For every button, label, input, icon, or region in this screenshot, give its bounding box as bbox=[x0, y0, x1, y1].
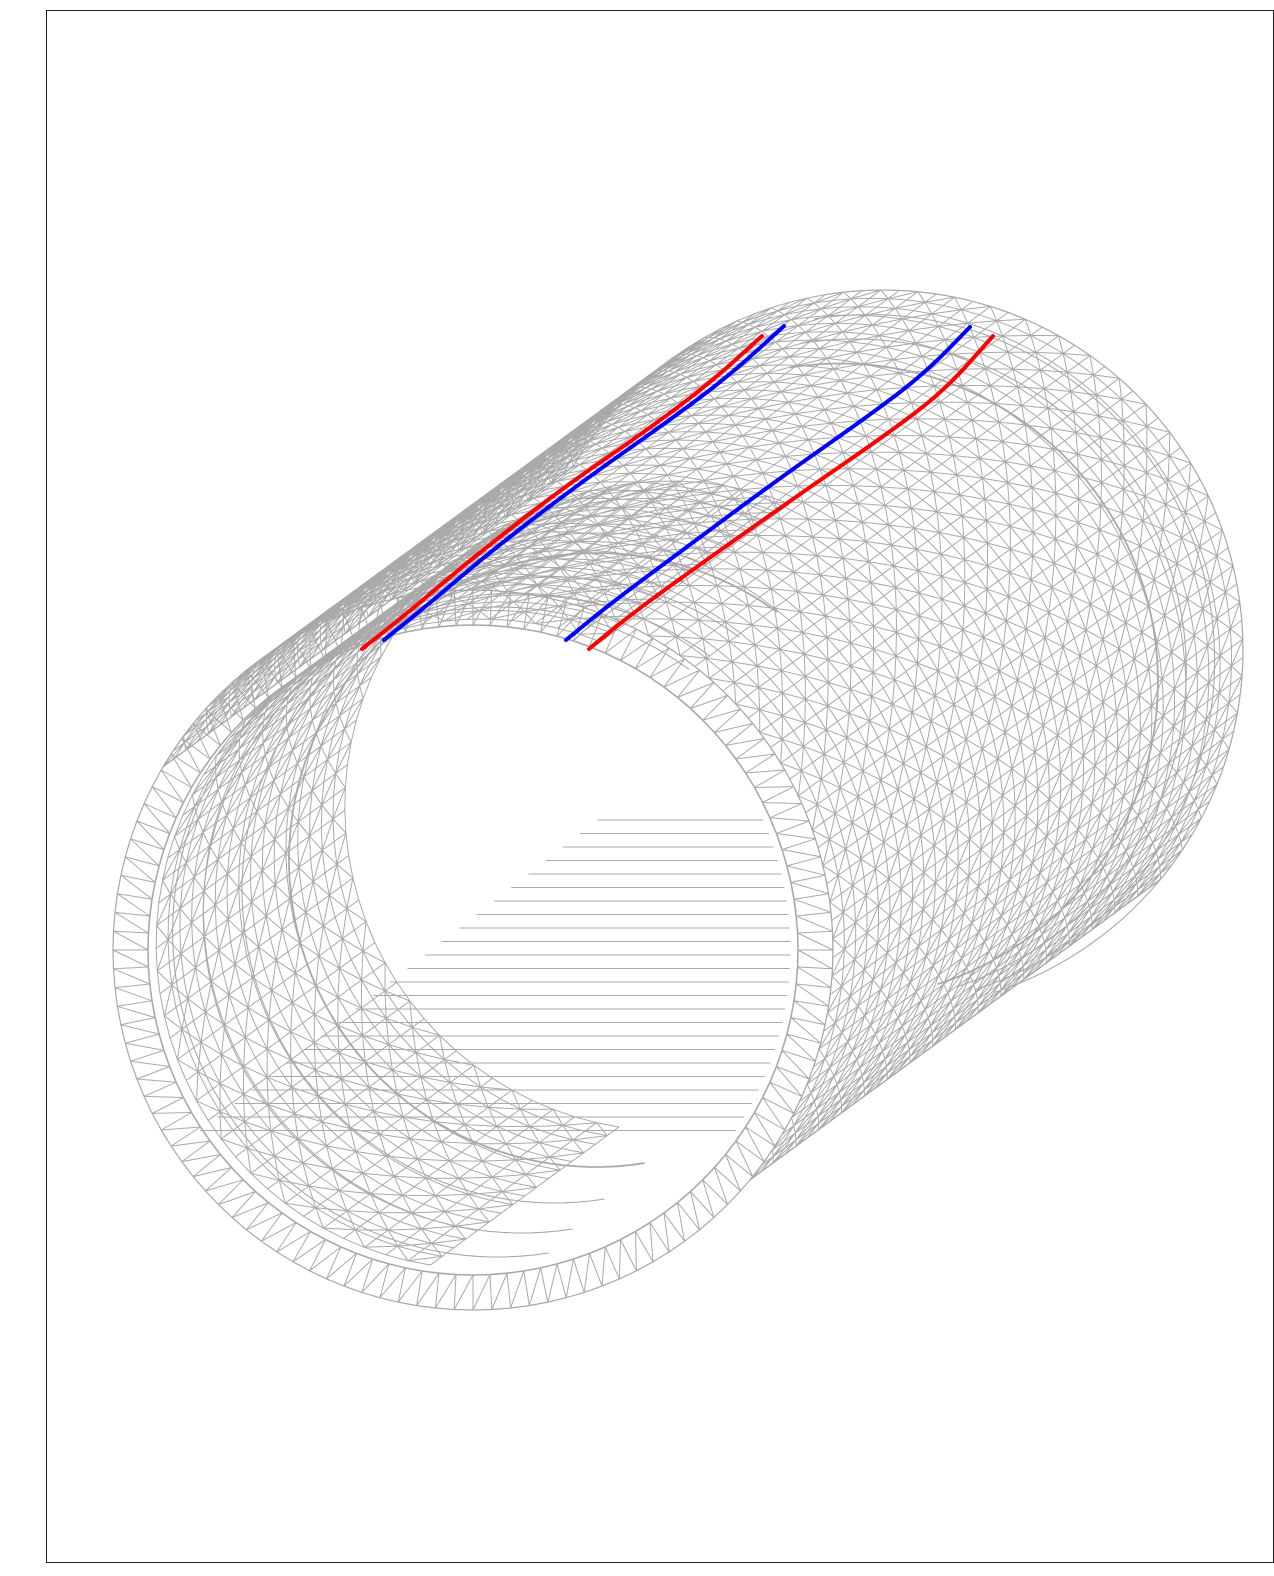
curve-inner-left bbox=[382, 324, 786, 642]
mesh-wireframe bbox=[112, 289, 1244, 1311]
outer-shell-rings bbox=[162, 289, 1244, 1180]
back-rim-ring bbox=[789, 362, 1159, 985]
curve-outer-left bbox=[360, 334, 764, 651]
curve-outer-right bbox=[587, 334, 995, 651]
outer-silhouette-right bbox=[749, 878, 1162, 1181]
back-rim-ring bbox=[813, 313, 1216, 991]
bore-floor-hatch bbox=[200, 819, 791, 1131]
back-rim-ring bbox=[826, 289, 1244, 993]
outer-silhouette-left bbox=[162, 466, 574, 768]
highlight-curves bbox=[360, 324, 995, 651]
plot-frame bbox=[46, 10, 1274, 1563]
bore-wall-diagonals bbox=[156, 480, 779, 1262]
back-rim-ring bbox=[801, 338, 1187, 988]
bore-ring bbox=[172, 606, 690, 1258]
front-rim-teeth bbox=[112, 589, 834, 1311]
curve-inner-right bbox=[564, 325, 972, 642]
